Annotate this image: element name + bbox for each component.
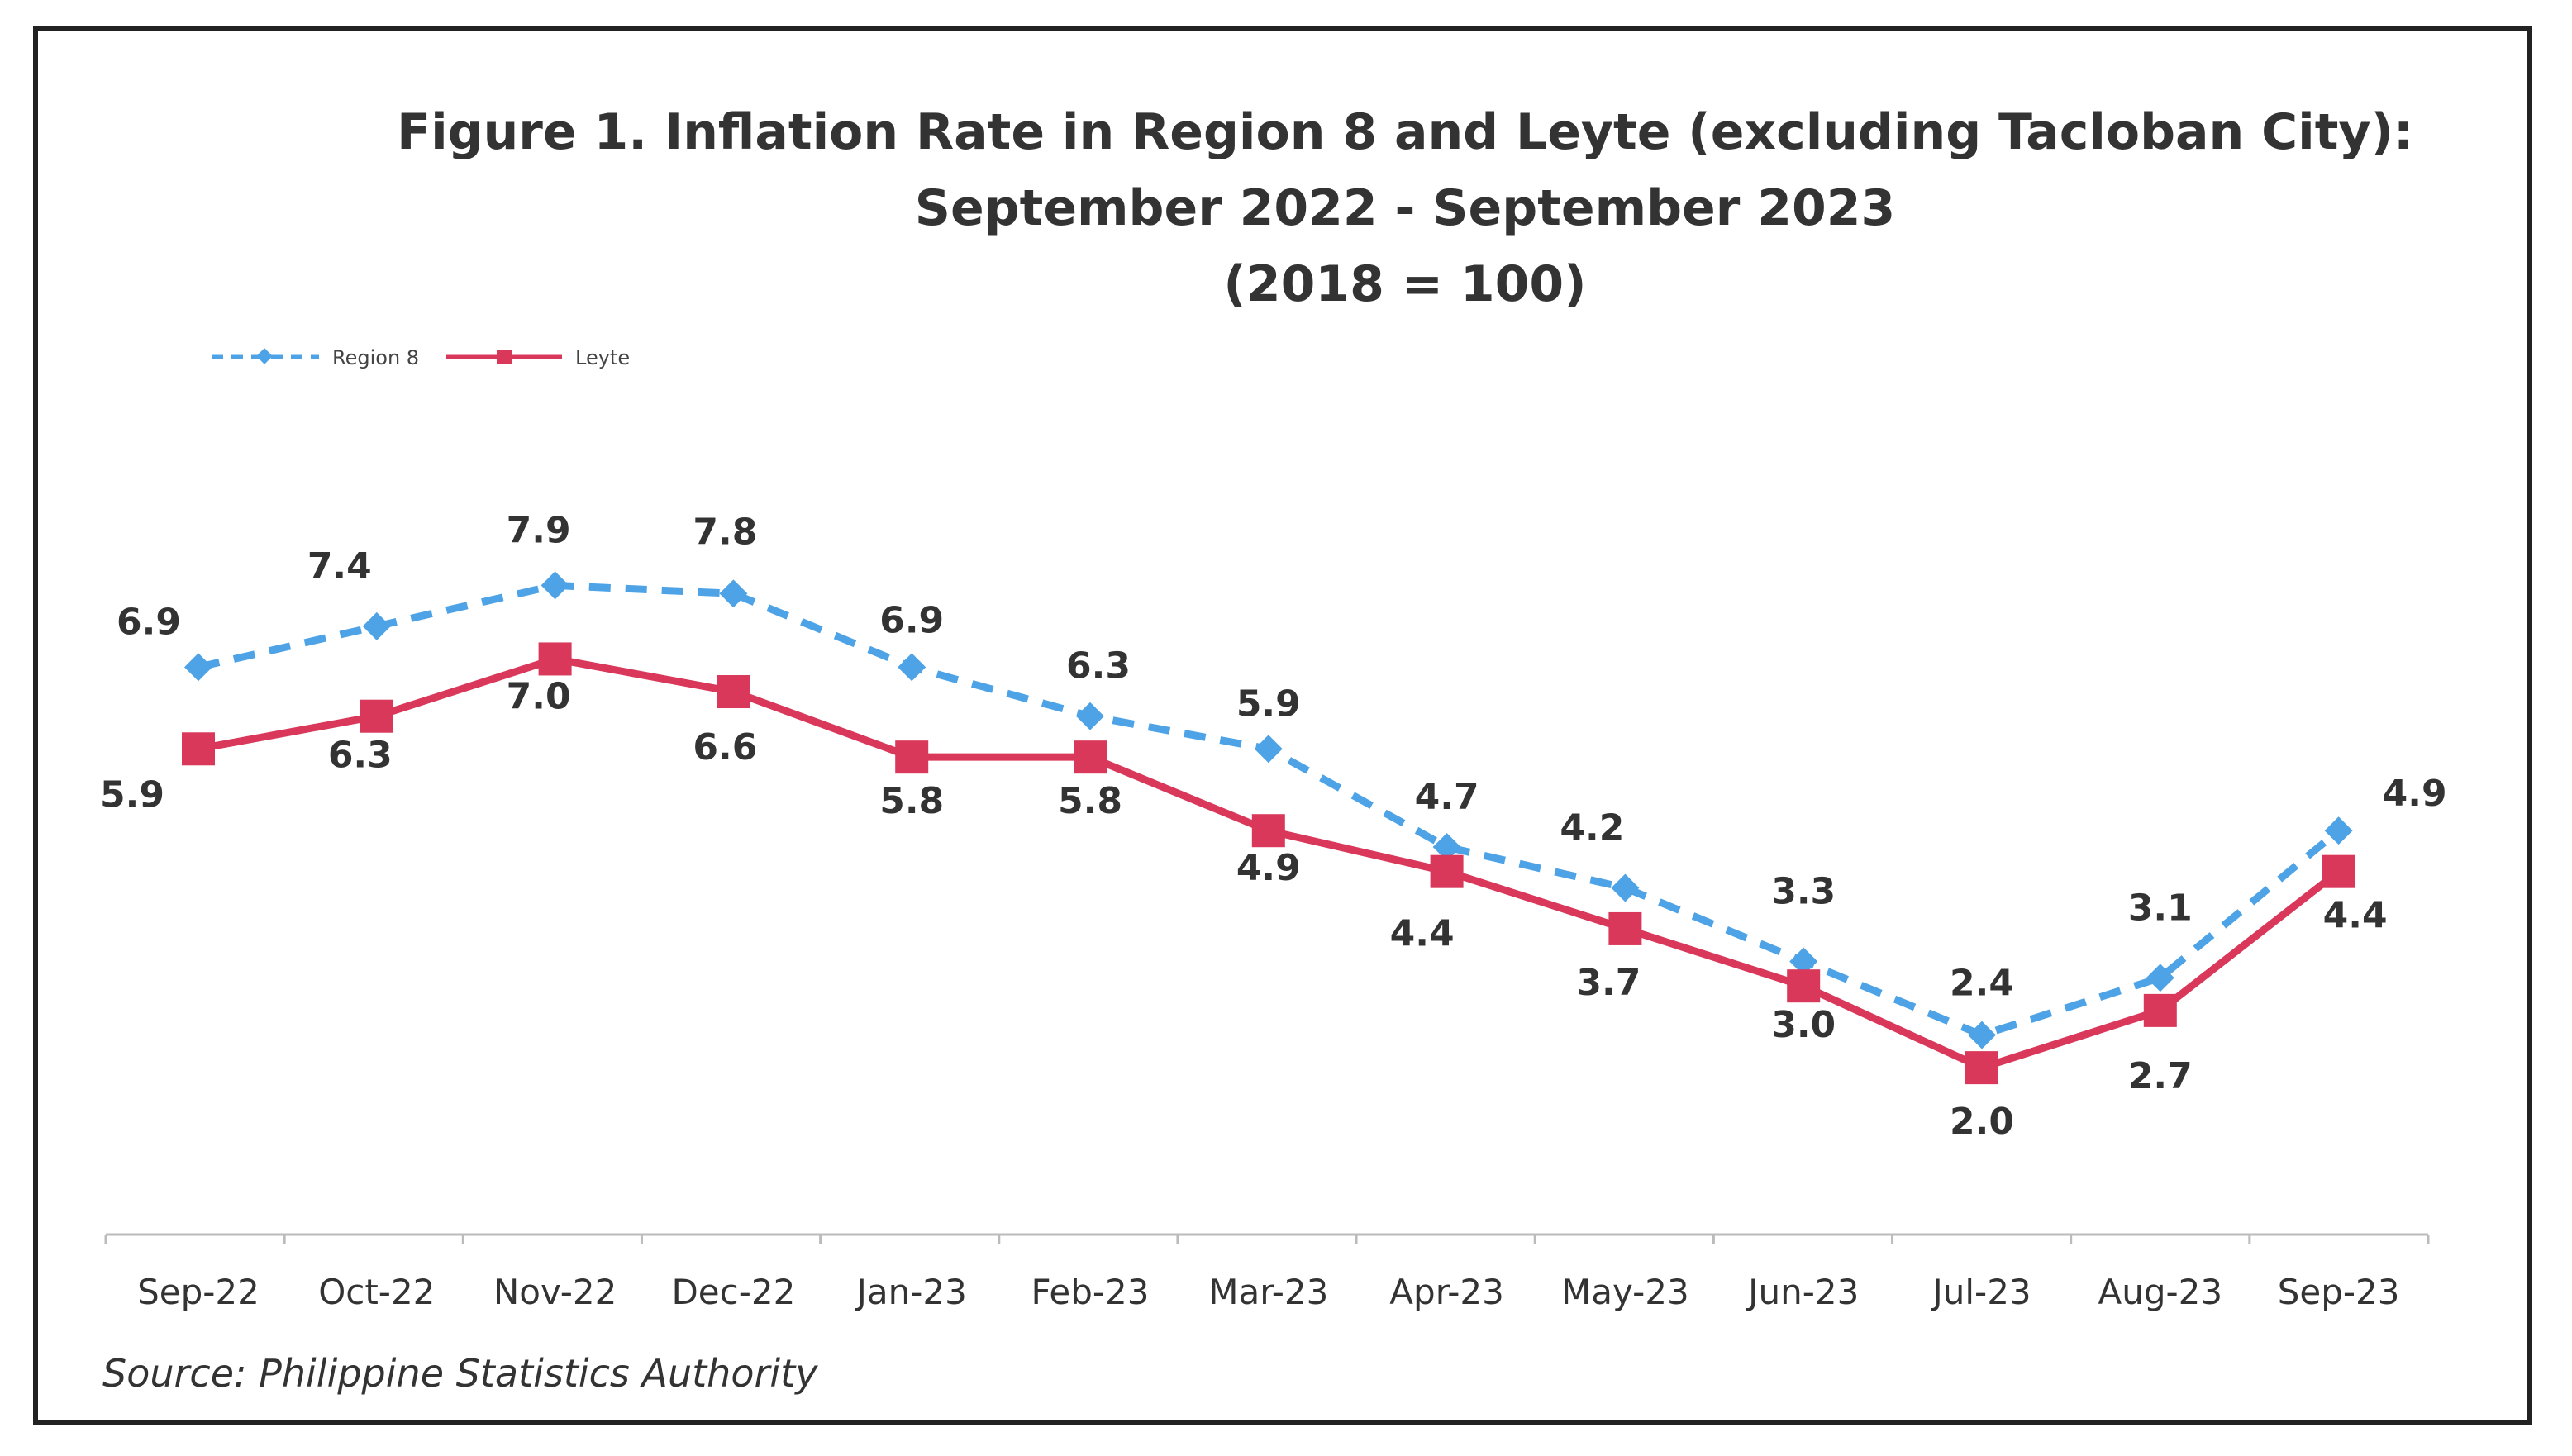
data-point-leyte [717, 675, 750, 709]
data-label-leyte: 5.9 [100, 773, 164, 816]
chart-legend: Region 8 Leyte [212, 346, 630, 369]
data-point-region-8 [1254, 735, 1283, 764]
data-label-region-8: 6.3 [1066, 645, 1131, 688]
data-point-leyte [538, 642, 572, 676]
data-point-leyte [1074, 740, 1107, 774]
data-label-leyte: 4.9 [1236, 847, 1301, 889]
x-tick-label: Feb-23 [1031, 1272, 1150, 1312]
data-label-leyte: 3.7 [1576, 962, 1641, 1004]
data-label-region-8: 3.1 [2128, 887, 2193, 929]
chart-title: Figure 1. Inflation Rate in Region 8 and… [397, 103, 2413, 313]
data-label-region-8: 7.9 [507, 509, 571, 551]
data-point-region-8 [2324, 816, 2353, 845]
plot-area [182, 571, 2355, 1085]
x-tick-label: Dec-22 [671, 1272, 795, 1312]
data-label-region-8: 3.3 [1771, 871, 1836, 913]
data-point-leyte [182, 732, 215, 766]
data-point-leyte [1965, 1051, 1998, 1085]
data-point-region-8 [541, 571, 569, 600]
data-point-leyte [1430, 854, 1464, 888]
legend-marker-region-8 [256, 348, 273, 364]
chart-title-line-3: (2018 = 100) [1223, 255, 1586, 313]
data-label-leyte: 6.3 [328, 735, 393, 777]
data-point-leyte [1251, 814, 1285, 848]
legend-label-region-8: Region 8 [332, 346, 419, 369]
data-label-leyte: 2.7 [2128, 1055, 2193, 1097]
data-label-leyte: 4.4 [2323, 895, 2388, 937]
data-labels: 6.9 7.4 7.9 7.8 6.9 6.3 5.9 4.7 4.2 3.3 2.4 3.1 4.9 5… [100, 509, 2447, 1143]
data-label-region-8: 2.4 [1950, 963, 2014, 1005]
data-label-leyte: 4.4 [1390, 913, 1455, 955]
x-tick-label: Sep-23 [2278, 1272, 2400, 1312]
x-tick-label: Mar-23 [1208, 1272, 1328, 1312]
series-line-region-8 [197, 581, 2341, 1040]
data-label-leyte: 3.0 [1771, 1004, 1836, 1046]
data-label-region-8: 7.8 [693, 511, 757, 553]
data-point-region-8 [719, 579, 748, 608]
data-point-leyte [2322, 854, 2355, 888]
data-label-region-8: 6.9 [879, 599, 944, 641]
data-point-region-8 [1432, 833, 1461, 861]
x-axis [104, 1233, 2430, 1244]
data-point-region-8 [1968, 1021, 1996, 1049]
source-note: Source: Philippine Statistics Authority [102, 1351, 818, 1396]
chart-frame [33, 26, 2532, 1425]
data-point-region-8 [1611, 873, 1640, 902]
data-label-leyte: 2.0 [1950, 1101, 2014, 1143]
legend-label-leyte: Leyte [575, 346, 630, 369]
data-label-leyte: 5.8 [1058, 780, 1122, 822]
data-point-leyte [1787, 969, 1821, 1003]
x-tick-label: Sep-22 [137, 1272, 260, 1312]
x-tick-label: Jun-23 [1746, 1272, 1859, 1312]
x-tick-label: Jul-23 [1930, 1272, 2031, 1312]
chart-title-line-2: September 2022 - September 2023 [915, 179, 1895, 237]
data-point-region-8 [2146, 964, 2174, 992]
data-point-leyte [2143, 993, 2177, 1027]
data-label-region-8: 4.9 [2383, 773, 2447, 815]
x-axis-tick-labels: Sep-22 Oct-22 Nov-22 Dec-22 Jan-23 Feb-23 Mar-… [137, 1272, 2399, 1312]
x-tick-label: Nov-22 [493, 1272, 617, 1312]
data-point-region-8 [898, 653, 926, 682]
data-label-region-8: 7.4 [307, 545, 372, 588]
x-tick-label: Apr-23 [1389, 1272, 1504, 1312]
x-tick-label: Oct-22 [318, 1272, 435, 1312]
data-label-region-8: 6.9 [117, 601, 181, 643]
data-point-region-8 [1076, 702, 1104, 730]
data-point-leyte [1608, 911, 1642, 945]
data-point-region-8 [1789, 947, 1818, 976]
data-label-leyte: 7.0 [507, 675, 571, 717]
data-point-region-8 [362, 611, 391, 640]
data-point-region-8 [184, 653, 212, 682]
data-label-region-8: 5.9 [1236, 683, 1301, 725]
x-tick-label: Jan-23 [855, 1272, 967, 1312]
data-label-leyte: 6.6 [693, 726, 757, 768]
x-tick-label: May-23 [1561, 1272, 1689, 1312]
data-label-region-8: 4.7 [1415, 776, 1479, 818]
x-tick-label: Aug-23 [2098, 1272, 2222, 1312]
chart-title-line-1: Figure 1. Inflation Rate in Region 8 and… [397, 103, 2413, 161]
data-label-region-8: 4.2 [1560, 807, 1624, 849]
data-point-leyte [895, 740, 929, 774]
data-point-leyte [360, 699, 393, 733]
legend-marker-leyte [497, 350, 512, 364]
data-label-leyte: 5.8 [879, 780, 944, 822]
